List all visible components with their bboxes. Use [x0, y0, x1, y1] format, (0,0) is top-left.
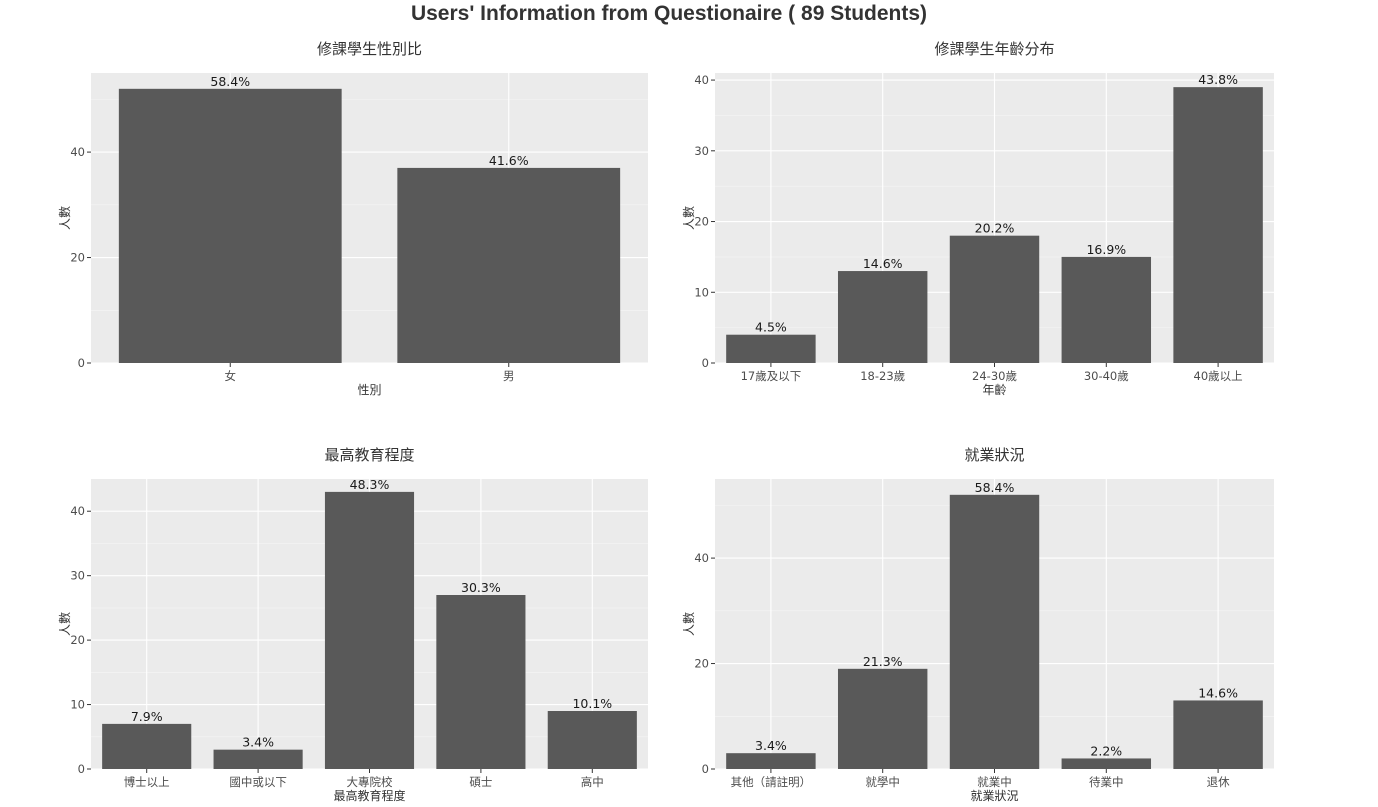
bar — [726, 753, 816, 769]
x-tick-label: 大專院校 — [347, 775, 393, 789]
data-label: 30.3% — [461, 580, 501, 595]
x-tick-label: 30-40歲 — [1084, 369, 1129, 383]
bar — [436, 595, 526, 769]
y-tick-label: 0 — [702, 762, 709, 776]
data-label: 10.1% — [572, 696, 612, 711]
x-tick-label: 就學中 — [865, 775, 900, 789]
employment-chart: 就業狀況 0 20 40 3.4% 其他（請註明） 21.3% 就學中 58.4% 就業中 2.2%… — [682, 446, 1274, 803]
data-label: 14.6% — [1198, 685, 1238, 700]
y-tick-label: 10 — [694, 285, 709, 299]
data-label: 16.9% — [1086, 242, 1126, 257]
y-axis-title: 人數 — [58, 206, 72, 230]
x-tick-label: 退休 — [1207, 775, 1230, 789]
x-tick-label: 待業中 — [1089, 775, 1124, 789]
x-tick-label: 男 — [503, 369, 515, 383]
panel-title: 修課學生性別比 — [317, 40, 422, 58]
data-label: 7.9% — [131, 709, 163, 724]
gender-chart: 修課學生性別比 0 20 40 58.4% 女 41.6% 男性別 人數 — [58, 40, 648, 397]
x-tick-label: 17歲及以下 — [741, 369, 802, 383]
y-axis-title: 人數 — [682, 612, 696, 636]
x-axis-title: 就業狀況 — [970, 788, 1018, 803]
y-tick-label: 20 — [694, 215, 709, 229]
data-label: 41.6% — [489, 153, 529, 168]
y-tick-label: 20 — [694, 657, 709, 671]
x-axis-title: 性別 — [357, 383, 381, 397]
y-tick-label: 10 — [70, 698, 85, 712]
x-tick-label: 40歲以上 — [1194, 369, 1243, 383]
x-tick-label: 碩士 — [469, 775, 492, 789]
education-chart: 最高教育程度 0 10 20 30 40 7.9% 博士以上 3.4% 國中或以下 48.3% 大專院… — [58, 446, 648, 803]
bar — [837, 668, 928, 769]
bar — [118, 88, 342, 363]
bar — [324, 491, 415, 769]
x-tick-label: 國中或以下 — [229, 775, 287, 789]
bar — [837, 271, 928, 363]
y-tick-label: 20 — [70, 633, 85, 647]
data-label: 3.4% — [242, 735, 274, 750]
data-label: 14.6% — [863, 256, 903, 271]
bar — [1173, 87, 1263, 363]
x-tick-label: 24-30歲 — [972, 369, 1017, 383]
x-tick-label: 女 — [225, 369, 237, 383]
y-axis-title: 人數 — [58, 612, 72, 636]
data-label: 4.5% — [755, 320, 787, 335]
panel-title: 修課學生年齡分布 — [934, 40, 1054, 58]
bar — [1061, 256, 1152, 363]
data-label: 3.4% — [755, 738, 787, 753]
data-label: 21.3% — [863, 654, 903, 669]
y-tick-label: 40 — [694, 551, 709, 565]
y-tick-label: 20 — [70, 251, 85, 265]
x-tick-label: 18-23歲 — [860, 369, 905, 383]
bar — [1173, 700, 1263, 769]
data-label: 2.2% — [1090, 743, 1122, 758]
data-label: 58.4% — [975, 480, 1015, 495]
bar — [547, 711, 637, 769]
y-tick-label: 40 — [70, 504, 85, 518]
panel-title: 就業狀況 — [964, 446, 1024, 464]
x-tick-label: 就業中 — [977, 775, 1012, 789]
y-tick-label: 0 — [78, 762, 85, 776]
x-axis-title: 最高教育程度 — [333, 788, 405, 803]
data-label: 43.8% — [1198, 72, 1238, 87]
data-label: 48.3% — [350, 477, 390, 492]
bar — [726, 334, 816, 363]
age-chart: 修課學生年齡分布 0 10 20 30 40 4.5% 17歲及以下 14.6% 18-23歲 20… — [682, 40, 1274, 397]
y-tick-label: 30 — [70, 569, 85, 583]
bar — [949, 494, 1040, 769]
bar — [1061, 758, 1152, 769]
data-label: 58.4% — [210, 74, 250, 89]
panel-title: 最高教育程度 — [324, 446, 414, 464]
x-tick-label: 博士以上 — [124, 775, 170, 789]
y-tick-label: 40 — [70, 145, 85, 159]
bar — [397, 167, 621, 363]
y-tick-label: 30 — [694, 144, 709, 158]
x-axis-title: 年齡 — [982, 383, 1006, 397]
x-tick-label: 其他（請註明） — [731, 775, 812, 789]
y-tick-label: 0 — [78, 356, 85, 370]
bar — [213, 749, 303, 769]
y-axis-title: 人數 — [682, 206, 696, 230]
y-tick-label: 0 — [702, 356, 709, 370]
y-tick-label: 40 — [694, 73, 709, 87]
data-label: 20.2% — [975, 221, 1015, 236]
bar — [949, 235, 1040, 363]
x-tick-label: 高中 — [581, 775, 604, 789]
main-title: Users' Information from Questionaire ( 8… — [410, 2, 928, 25]
bar — [102, 723, 192, 769]
